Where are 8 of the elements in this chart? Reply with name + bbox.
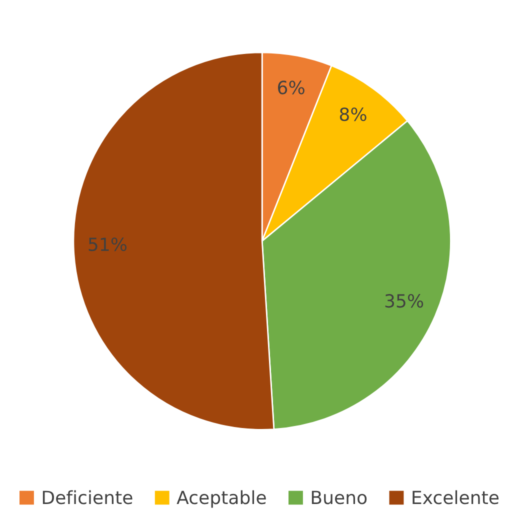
data-label: 35% <box>385 294 424 308</box>
legend-label: Deficiente <box>42 490 132 504</box>
data-label: 51% <box>88 237 127 252</box>
legend-label: Aceptable <box>176 490 266 508</box>
data-label: 8% <box>340 107 366 122</box>
data-label: 6% <box>278 80 304 94</box>
legend-label: Excelente <box>412 490 499 504</box>
legend-label: Bueno <box>312 490 367 504</box>
